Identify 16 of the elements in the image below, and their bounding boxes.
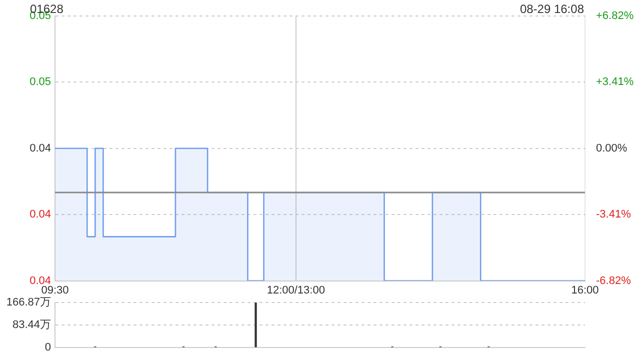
x-tick-label: 12:00/13:00 xyxy=(266,284,325,296)
y-tick-label: 0.04 xyxy=(30,274,51,287)
y-tick-label: 0.04 xyxy=(30,142,51,154)
y2-tick-label: +3.41% xyxy=(596,76,634,88)
x-tick-label: 09:30 xyxy=(41,284,69,296)
y2-tick-label: -6.82% xyxy=(596,274,632,287)
y-tick-label: 83.44万 xyxy=(12,319,51,332)
x-tick-label: 16:00 xyxy=(571,284,599,296)
y2-tick-label: -3.41% xyxy=(596,208,632,221)
y-tick-label: 0.04 xyxy=(30,208,51,221)
y-tick-label: 0.05 xyxy=(30,76,51,88)
y-tick-label: 0 xyxy=(44,341,51,354)
y2-tick-label: 0.00% xyxy=(596,142,628,154)
y-tick-label: 166.87万 xyxy=(6,296,51,309)
y2-tick-label: +6.82% xyxy=(596,10,634,22)
annotation: 08-29 16:08 xyxy=(520,2,584,16)
